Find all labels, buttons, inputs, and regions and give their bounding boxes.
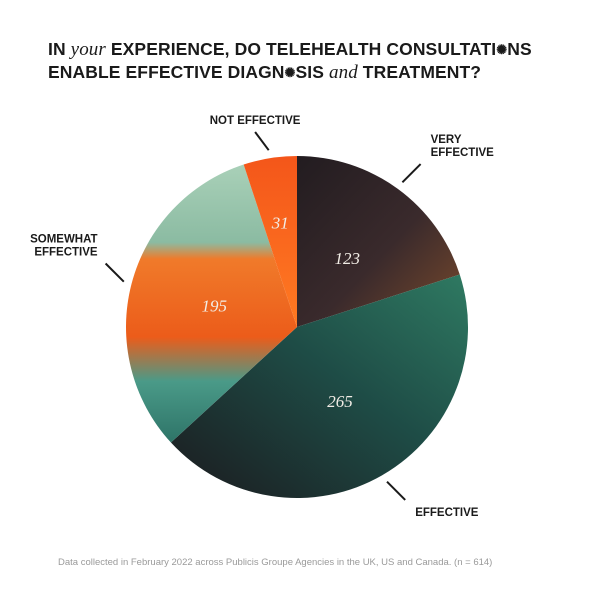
leader-line-effective xyxy=(386,480,406,501)
value-label-not-effective: 31 xyxy=(271,213,289,232)
leader-line-not-effective xyxy=(254,131,270,151)
slice-very-effective xyxy=(297,156,460,327)
chart-title: IN your EXPERIENCE, DO TELEHEALTH CONSUL… xyxy=(48,39,532,83)
category-label-effective: EFFECTIVE xyxy=(415,507,479,519)
footnote: Data collected in February 2022 across P… xyxy=(58,557,493,568)
value-label-effective: 265 xyxy=(327,392,353,411)
slice-not-effective xyxy=(243,156,297,327)
leader-line-somewhat-effective xyxy=(104,262,125,283)
category-label-somewhat-effective: SOMEWHAT EFFECTIVE xyxy=(30,234,98,259)
value-label-very-effective: 123 xyxy=(335,249,361,268)
slice-effective xyxy=(170,274,469,499)
leader-line-very-effective xyxy=(401,163,422,184)
category-label-not-effective: NOT EFFECTIVE xyxy=(210,115,301,127)
slice-somewhat-effective xyxy=(125,164,298,443)
category-label-very-effective: VERY EFFECTIVE xyxy=(431,134,495,159)
value-label-somewhat-effective: 195 xyxy=(202,296,228,315)
